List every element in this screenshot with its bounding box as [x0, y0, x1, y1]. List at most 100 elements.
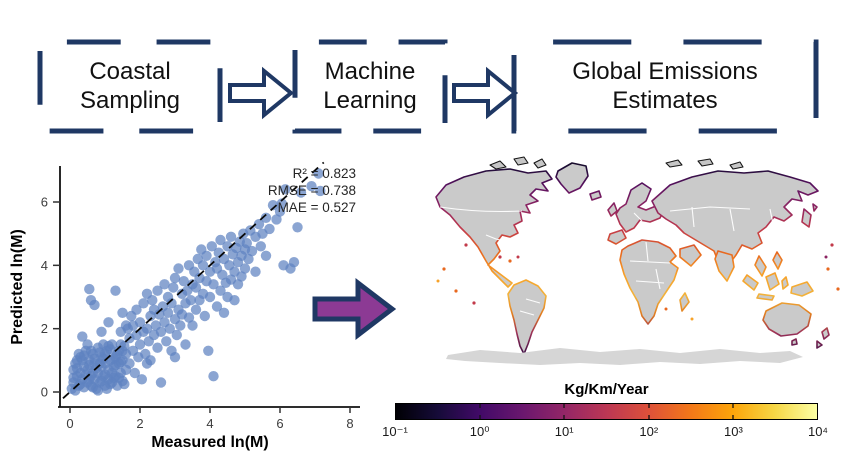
colorbar-tick	[563, 415, 566, 419]
world-emissions-map	[430, 149, 852, 379]
scatter-point	[138, 298, 149, 309]
continent-antarctica	[446, 348, 803, 365]
island-uk	[607, 202, 618, 217]
scatter-point	[173, 263, 184, 274]
scatter-point	[315, 185, 326, 197]
scatter-point	[84, 283, 95, 295]
x-tick-label: 4	[206, 416, 213, 431]
axis-ticks: 0 2 4 6 8 0 2 4 6	[41, 195, 354, 432]
scatter-point	[208, 371, 219, 382]
region-india	[714, 250, 735, 282]
scatter-point	[113, 372, 125, 383]
scatter-point	[243, 253, 254, 265]
scatter-point	[197, 260, 209, 271]
scatter-point	[260, 212, 272, 223]
scatter-point	[129, 367, 140, 379]
scatter-point	[92, 385, 104, 396]
island-philippines	[772, 251, 783, 270]
colorbar-tick-label: 10¹	[554, 424, 574, 439]
x-tick-label: 0	[66, 416, 73, 431]
island-sumatra	[742, 274, 759, 291]
scatter-point	[246, 245, 258, 257]
scatter-point	[201, 250, 212, 261]
island-japan-north	[812, 203, 818, 212]
flow-arrow-icon	[452, 66, 519, 120]
identity-line	[62, 161, 325, 400]
scatter-point	[253, 219, 265, 230]
island-new-zealand-north	[821, 327, 830, 340]
scatter-point	[222, 241, 233, 252]
flow-box-machine-learning: Machine Learning	[291, 38, 449, 135]
continent-south-america	[507, 279, 547, 355]
scatter-point	[180, 339, 191, 350]
scatter-point	[159, 279, 170, 290]
scatter-point	[185, 295, 196, 306]
scatter-point	[271, 214, 282, 225]
colorbar-tick	[563, 404, 566, 408]
scatter-point	[99, 369, 111, 380]
scatter-point	[154, 309, 165, 320]
x-tick-label: 6	[276, 416, 283, 431]
scatter-point	[236, 271, 247, 282]
scatter-point	[78, 350, 90, 361]
scatter-plot: 0 2 4 6 8 0 2 4 6 Measured ln(M) Predicted ln(M)…	[8, 150, 376, 460]
colorbar-tick-label: 10⁴	[807, 424, 829, 439]
scatter-point	[162, 307, 174, 318]
scatter-point	[164, 323, 175, 334]
scatter-point	[115, 339, 127, 350]
colorbar-tick-labels: 10⁻¹ 10⁰ 10¹ 10² 10³ 10⁴	[382, 424, 828, 440]
island-borneo	[765, 272, 780, 291]
island-new-zealand-south	[816, 340, 823, 349]
scatter-point	[260, 250, 272, 261]
scatter-point	[255, 241, 266, 252]
scatter-point	[204, 291, 216, 303]
scatter-point	[152, 285, 163, 296]
scatter-point	[89, 299, 100, 311]
scatter-point	[229, 295, 240, 306]
scatter-point	[267, 200, 279, 211]
scatter-point	[199, 310, 210, 322]
flow-box-global-emissions: Global Emissions Estimates	[510, 38, 820, 135]
scatter-point	[87, 367, 99, 379]
scatter-point	[103, 340, 114, 352]
scatter-point	[203, 345, 214, 356]
island-tasmania	[791, 338, 798, 346]
y-tick-label: 2	[41, 321, 48, 336]
colorbar-tick-label: 10³	[723, 424, 743, 439]
colorbar-tick	[731, 404, 734, 408]
island-iceland	[589, 190, 602, 201]
flow-box-coastal-sampling: Coastal Sampling	[36, 38, 224, 135]
island-emission-specks	[436, 243, 840, 321]
colorbar-tick-label: 10⁻¹	[382, 424, 408, 439]
island-madagascar	[679, 292, 690, 312]
scatter-point	[239, 263, 251, 274]
colorbar-tick-label: 10⁰	[469, 424, 490, 439]
colorbar-tick	[479, 415, 482, 419]
x-axis-title: Measured ln(M)	[151, 434, 268, 451]
continent-north-america	[435, 168, 553, 288]
scatter-point	[103, 317, 114, 328]
scatter-point	[141, 358, 153, 369]
colorbar	[395, 403, 818, 420]
scatter-point	[292, 222, 303, 233]
scatter-point	[166, 298, 177, 309]
dashed-border	[292, 39, 448, 134]
scatter-point	[168, 282, 179, 293]
scatter-point	[241, 238, 252, 249]
scatter-point	[124, 358, 135, 369]
scatter-point	[134, 339, 146, 350]
island-sulawesi	[781, 276, 789, 290]
scatter-point	[206, 241, 217, 252]
continent-australia	[762, 302, 812, 337]
scatter-point	[147, 295, 158, 306]
scatter-point	[183, 312, 195, 323]
y-tick-label: 0	[41, 385, 48, 400]
scatter-point	[280, 184, 291, 195]
scatter-point	[178, 276, 189, 287]
region-iberia	[607, 229, 627, 245]
colorbar-tick	[731, 415, 734, 419]
island-java	[756, 293, 775, 301]
island-greenland	[555, 162, 589, 194]
colorbar-tick	[647, 404, 650, 408]
